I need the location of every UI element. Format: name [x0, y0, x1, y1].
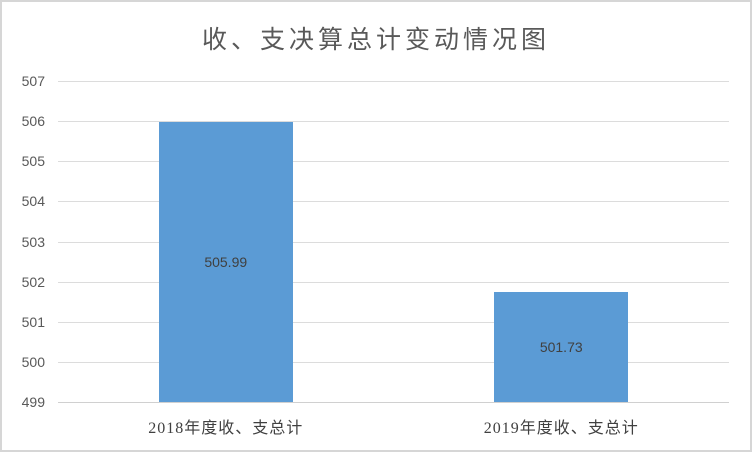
y-gridline — [58, 201, 729, 203]
y-tick-label: 500 — [21, 353, 45, 370]
chart-title: 收、支决算总计变动情况图 — [201, 27, 550, 54]
bar-data-label: 501.73 — [539, 339, 583, 356]
y-tick-label: 507 — [21, 73, 45, 89]
y-tick-label: 499 — [21, 394, 45, 410]
y-gridline — [58, 241, 729, 243]
bar-data-label: 505.99 — [204, 253, 248, 270]
y-tick-label: 503 — [21, 233, 45, 250]
x-category-label: 2018年度收、支总计 — [148, 420, 304, 437]
y-tick-label: 502 — [21, 273, 45, 290]
y-gridline — [58, 402, 729, 403]
bar: 505.99 — [158, 121, 293, 402]
bar: 501.73 — [494, 292, 629, 402]
y-gridline — [58, 361, 729, 363]
y-gridline — [58, 81, 729, 82]
y-gridline — [58, 321, 729, 323]
y-tick-label: 505 — [21, 153, 45, 170]
y-tick-label: 506 — [21, 113, 45, 130]
y-tick-label: 501 — [21, 313, 45, 330]
y-gridline — [58, 121, 729, 123]
y-gridline — [58, 281, 729, 283]
y-gridline — [58, 161, 729, 163]
y-tick-label: 504 — [21, 193, 45, 210]
x-category-label: 2019年度收、支总计 — [483, 420, 639, 437]
